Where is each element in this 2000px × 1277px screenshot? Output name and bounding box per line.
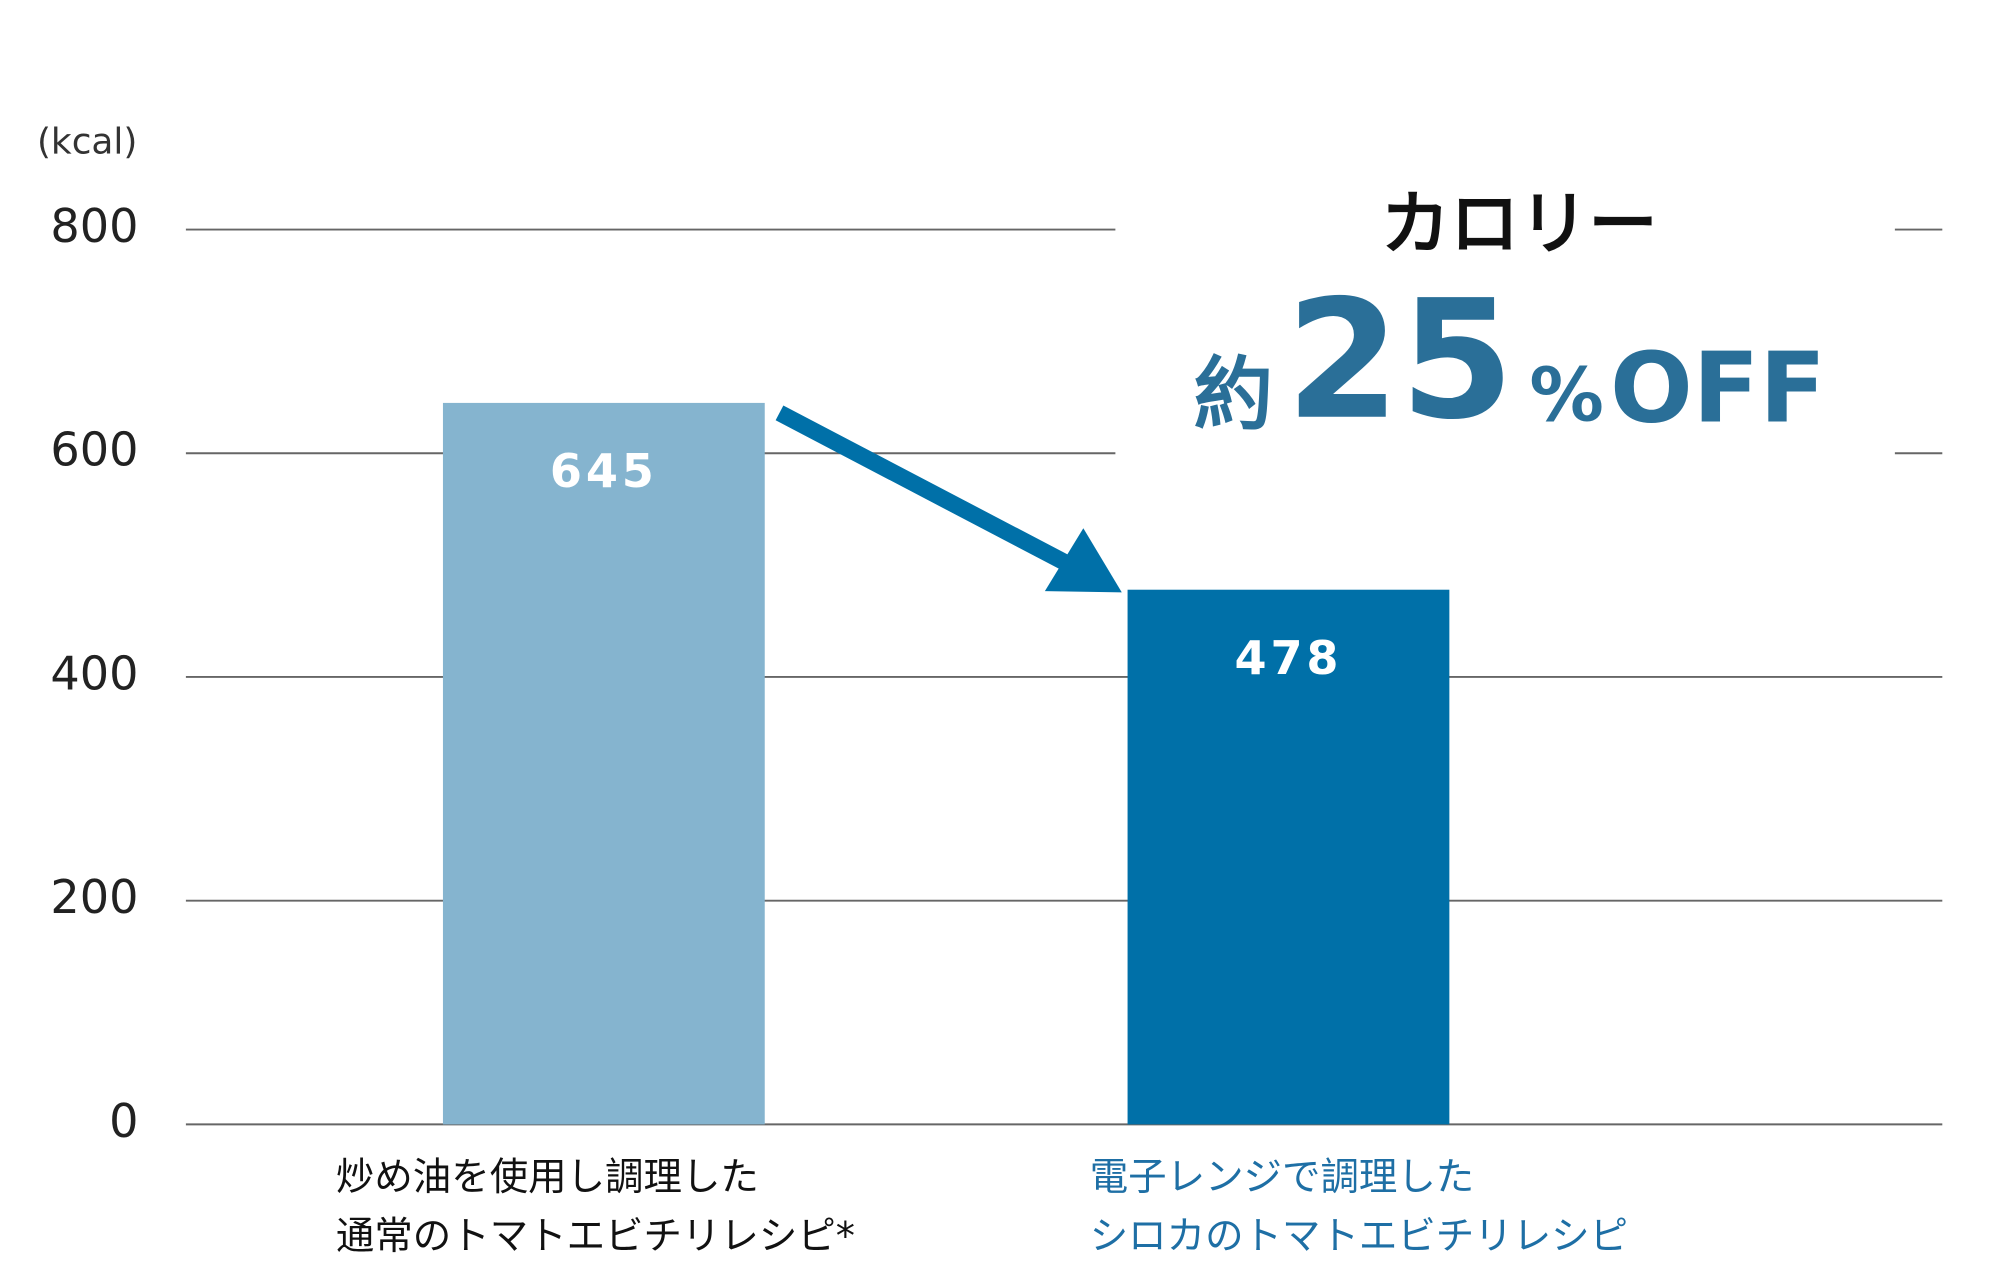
annotation-title: カロリー [1381, 184, 1658, 264]
x-tick-label: シロカのトマトエビチリレシピ [1090, 1214, 1628, 1259]
bar [442, 402, 765, 1125]
annotation-prefix: 約 [1194, 348, 1273, 441]
arrow-shaft [775, 405, 1075, 573]
y-tick-label: 400 [50, 646, 138, 700]
y-tick-label: 800 [50, 199, 138, 253]
annotation-background [1115, 179, 1895, 481]
annotation-suffix: OFF [1610, 332, 1826, 445]
y-tick-label: 0 [109, 1094, 138, 1148]
y-tick-label: 200 [50, 870, 138, 924]
y-tick-label: 600 [50, 423, 138, 477]
x-tick-label: 電子レンジで調理した [1090, 1155, 1475, 1200]
bar [1127, 589, 1450, 1125]
y-axis-unit: (kcal) [37, 122, 137, 163]
x-tick-label: 炒め油を使用し調理した [336, 1155, 759, 1200]
annotation-number: 25 [1286, 265, 1514, 456]
arrow-head [1044, 528, 1122, 593]
value-label: 645 [550, 444, 658, 498]
x-tick-label: 通常のトマトエビチリレシピ* [336, 1214, 855, 1259]
annotation-unit: % [1529, 352, 1604, 439]
value-label: 478 [1235, 631, 1343, 685]
